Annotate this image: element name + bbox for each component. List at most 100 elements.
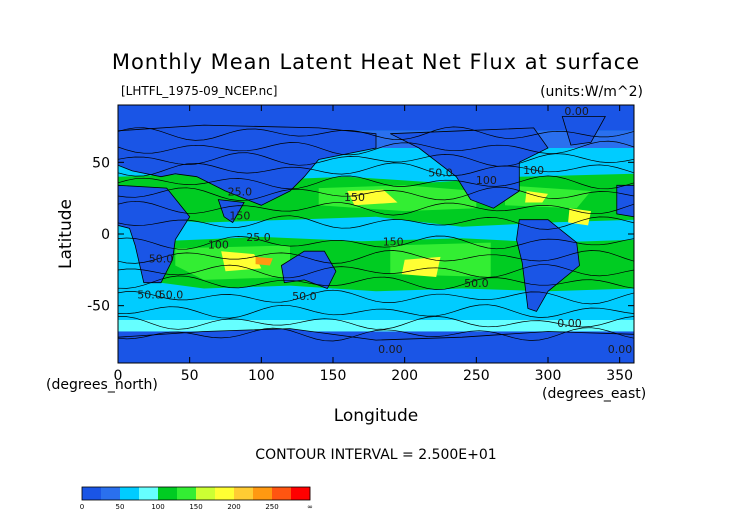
contour-label: 50.0 <box>159 289 184 302</box>
lat-band <box>118 320 634 332</box>
contour-label: 0.00 <box>557 317 582 330</box>
x-tick-label: 350 <box>606 368 633 384</box>
contour-line <box>117 235 635 250</box>
contour-label: 50.0 <box>292 290 317 303</box>
y-tick-label: 50 <box>92 155 110 171</box>
flux-yellow-region <box>401 256 441 277</box>
land-polygon <box>516 219 580 312</box>
flux-yellow-region <box>347 189 398 206</box>
contour-label: 150 <box>344 191 365 204</box>
coastline <box>217 199 245 224</box>
contour-label: 50.0 <box>428 167 453 180</box>
contour-line <box>117 264 635 279</box>
flux-orange-region <box>255 256 273 266</box>
x-tick-label: 200 <box>391 368 418 384</box>
colorbar-swatch <box>215 487 235 500</box>
contour-label: 150 <box>383 235 404 248</box>
y-axis: 50 0 -50 <box>87 155 634 315</box>
contour-line <box>117 186 635 201</box>
colorbar-swatch <box>253 487 273 500</box>
contour-line <box>117 327 635 342</box>
contour-line <box>117 275 635 290</box>
x-tick-label: 250 <box>463 368 490 384</box>
colorbar-tick-label: 250 <box>265 503 278 511</box>
y-tick-label: -50 <box>87 299 110 315</box>
coastline <box>117 124 377 206</box>
chart-title: Monthly Mean Latent Heat Net Flux at sur… <box>112 50 640 74</box>
colorbar-swatch <box>158 487 178 500</box>
colorbar-swatch <box>101 487 121 500</box>
coastline <box>561 116 606 146</box>
contour-label: 100 <box>208 238 229 251</box>
contour-label: 150 <box>229 210 250 223</box>
contour-interval-label: CONTOUR INTERVAL = 2.500E+01 <box>255 447 496 463</box>
contour-label: 25.0 <box>246 231 271 244</box>
contour-line <box>117 162 635 177</box>
lat-band <box>118 305 634 320</box>
colorbar-swatch <box>272 487 292 500</box>
contour-label: 25.0 <box>228 185 253 198</box>
colorbar-tick-label: 200 <box>227 503 240 511</box>
land-polygon <box>118 328 634 363</box>
contour-label: 100 <box>523 164 544 177</box>
colorbar-swatch <box>82 487 102 500</box>
y-tick-label: 0 <box>101 227 110 243</box>
contour-line <box>117 200 635 216</box>
land-polygon <box>616 185 634 217</box>
colorbar: 0 50 100 150 200 250 ∞ <box>80 486 313 511</box>
contour-labels: 0.0050.010015025.00.000.0050.015050.050.… <box>137 105 632 356</box>
flux-yellow-region <box>221 251 262 272</box>
land-polygon <box>118 185 190 283</box>
contour-line <box>117 304 635 319</box>
contour-label: 0.00 <box>564 105 589 118</box>
coastline <box>280 250 337 290</box>
x-tick-label: 50 <box>181 368 199 384</box>
x-unit-label: (degrees_east) <box>542 386 646 402</box>
x-axis: 0 50 100 150 200 250 300 350 <box>114 105 633 384</box>
land-polygon <box>281 251 336 289</box>
x-tick-label: 0 <box>114 368 123 384</box>
flux-yellow-region <box>568 208 591 226</box>
colorbar-tick-label: 150 <box>189 503 202 511</box>
colorbar-swatch <box>177 487 197 500</box>
contour-label: 50.0 <box>464 277 489 290</box>
contour-line <box>117 316 635 330</box>
colorbar-swatch <box>120 487 140 500</box>
contour-line <box>117 140 635 156</box>
colorbar-swatch <box>234 487 254 500</box>
contour-label: 50.0 <box>137 289 162 302</box>
colorbar-swatch <box>196 487 216 500</box>
land-polygon <box>562 116 606 146</box>
contour-label: 0.00 <box>608 343 633 356</box>
y-unit-label: (degrees_north) <box>46 377 158 393</box>
file-label: [LHTFL_1975-09_NCEP.nc] <box>121 84 277 98</box>
contour-line <box>117 175 635 190</box>
x-axis-label: Longitude <box>334 406 419 426</box>
colorbar-tick-label: ∞ <box>307 503 313 511</box>
coastline <box>117 184 191 284</box>
flux-yellow-region <box>525 191 548 203</box>
contour-lines <box>117 116 635 364</box>
colorbar-swatch <box>291 487 311 500</box>
colorbar-tick-label: 100 <box>151 503 164 511</box>
y-axis-label: Latitude <box>56 199 76 269</box>
colorbar-tick-label: 0 <box>80 503 84 511</box>
contour-label: 50.0 <box>149 253 174 266</box>
x-tick-label: 100 <box>248 368 275 384</box>
contour-label: 0.00 <box>378 343 403 356</box>
coastline <box>516 219 580 312</box>
contour-line <box>117 215 635 230</box>
units-label: (units:W/m^2) <box>540 84 643 100</box>
x-tick-label: 150 <box>320 368 347 384</box>
contour-line <box>117 152 635 167</box>
x-tick-label: 300 <box>535 368 562 384</box>
colorbar-tick-label: 50 <box>116 503 125 511</box>
colorbar-frame <box>81 486 311 501</box>
contour-line <box>117 289 635 305</box>
colorbar-swatch <box>139 487 159 500</box>
map-plot: 0.0050.010015025.00.000.0050.015050.050.… <box>117 104 635 364</box>
contour-label: 100 <box>476 174 497 187</box>
coastline <box>390 127 549 209</box>
contour-line <box>117 250 635 264</box>
